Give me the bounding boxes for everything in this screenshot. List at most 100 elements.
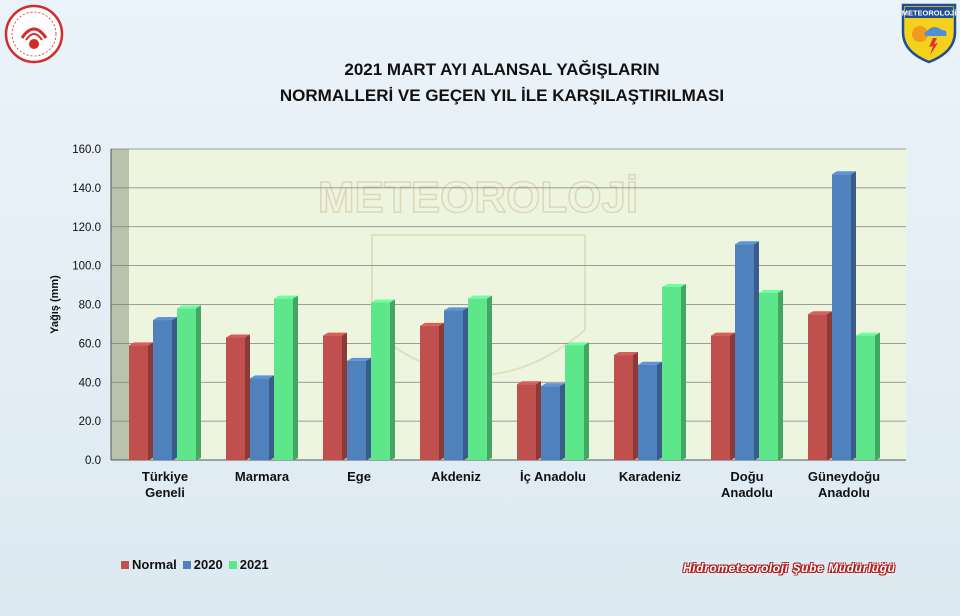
bar-side-normal [536, 381, 541, 460]
legend-item-2021: 2021 [228, 557, 269, 572]
bar-top-2021 [274, 295, 298, 299]
bar-2021 [662, 287, 681, 460]
legend-swatch-2020 [182, 560, 191, 569]
x-tick-label: Ege [347, 469, 371, 484]
y-tick-label: 0.0 [85, 455, 101, 467]
legend-label-2020: 2020 [193, 557, 223, 572]
bar-top-2020 [153, 317, 177, 321]
bar-2021 [759, 292, 778, 460]
x-tick-label: Anadolu [721, 485, 773, 500]
bar-top-2020 [444, 307, 468, 311]
bar-side-normal [633, 352, 638, 460]
x-tick-label: Anadolu [818, 485, 870, 500]
bar-top-normal [323, 332, 347, 336]
bar-top-2020 [832, 171, 856, 175]
bar-normal [129, 345, 148, 460]
bar-normal [226, 337, 245, 460]
bar-top-2021 [371, 299, 395, 303]
legend: Normal 2020 2021 [121, 557, 269, 572]
x-tick-label: Geneli [145, 485, 185, 500]
svg-text:METEOROLOJİ: METEOROLOJİ [902, 9, 957, 18]
bar-normal [420, 325, 439, 460]
bar-2020 [347, 360, 366, 460]
bar-side-2020 [754, 241, 759, 460]
bar-top-normal [711, 332, 735, 336]
bar-side-2021 [778, 289, 783, 460]
bar-top-2020 [638, 361, 662, 365]
bar-top-2021 [856, 332, 880, 336]
y-tick-label: 120.0 [72, 222, 101, 234]
x-tick-label: Doğu [730, 469, 763, 484]
bar-side-normal [730, 332, 735, 460]
bar-2020 [541, 386, 560, 460]
chart-title-line1: 2021 MART AYI ALANSAL YAĞIŞLARIN [344, 60, 660, 79]
bar-top-normal [129, 342, 153, 346]
bar-side-normal [245, 334, 250, 460]
bar-top-2021 [565, 342, 589, 346]
bar-side-normal [439, 322, 444, 460]
bar-normal [517, 384, 536, 460]
y-tick-label: 40.0 [79, 377, 101, 389]
bar-2021 [468, 298, 487, 460]
bar-2021 [177, 308, 196, 460]
credit-text: Hidrometeoroloji Şube Müdürlüğü [683, 561, 896, 575]
bar-normal [808, 314, 827, 460]
legend-item-2020: 2020 [182, 557, 223, 572]
bar-top-2020 [735, 241, 759, 245]
bar-2021 [371, 302, 390, 460]
bar-2020 [638, 364, 657, 460]
legend-swatch-normal [121, 560, 129, 569]
bar-top-normal [808, 311, 832, 315]
bar-normal [614, 355, 633, 460]
x-tick-label: Marmara [235, 469, 290, 484]
bar-top-2021 [662, 284, 686, 288]
bar-side-2020 [851, 171, 856, 461]
bar-top-normal [517, 381, 541, 385]
bar-2021 [565, 345, 584, 460]
chart-title-line2: NORMALLERİ VE GEÇEN YIL İLE KARŞILAŞTIRI… [279, 86, 725, 105]
bar-side-2021 [584, 342, 589, 460]
bar-top-normal [226, 334, 250, 338]
bar-side-2021 [390, 299, 395, 460]
bar-side-2021 [196, 305, 201, 460]
bar-side-2020 [560, 383, 565, 460]
bar-side-2021 [681, 284, 686, 460]
bar-side-2020 [657, 361, 662, 460]
bar-side-2020 [366, 357, 371, 460]
bar-2020 [444, 310, 463, 460]
bar-top-normal [420, 322, 444, 326]
bar-side-normal [342, 332, 347, 460]
bar-top-normal [614, 352, 638, 356]
bar-top-2021 [759, 289, 783, 293]
x-tick-label: Güneydoğu [808, 469, 880, 484]
bar-top-2021 [177, 305, 201, 309]
bar-side-2020 [463, 307, 468, 460]
bar-side-2021 [875, 332, 880, 460]
bar-top-2020 [250, 375, 274, 379]
y-axis-label: Yağış (mm) [49, 275, 61, 334]
bar-2021 [274, 298, 293, 460]
legend-label-2021: 2021 [239, 557, 269, 572]
x-tick-label: İç Anadolu [520, 469, 586, 484]
bar-2020 [153, 320, 172, 460]
ministry-seal-logo [4, 4, 64, 64]
y-tick-label: 140.0 [72, 183, 101, 195]
bar-normal [711, 335, 730, 460]
y-tick-label: 80.0 [79, 300, 101, 312]
bar-side-normal [148, 342, 153, 460]
bar-top-2020 [541, 383, 565, 387]
y-tick-label: 20.0 [79, 416, 101, 428]
x-tick-label: Karadeniz [619, 469, 682, 484]
watermark-text: METEOROLOJİ [318, 173, 638, 222]
y-tick-label: 60.0 [79, 338, 101, 350]
bar-2021 [856, 335, 875, 460]
bar-side-2021 [487, 295, 492, 460]
bar-side-2020 [269, 375, 274, 460]
x-tick-label: Akdeniz [431, 469, 481, 484]
legend-swatch-2021 [228, 560, 237, 569]
legend-item-normal: Normal [121, 557, 177, 572]
bar-side-2021 [293, 295, 298, 460]
bar-side-2020 [172, 317, 177, 460]
